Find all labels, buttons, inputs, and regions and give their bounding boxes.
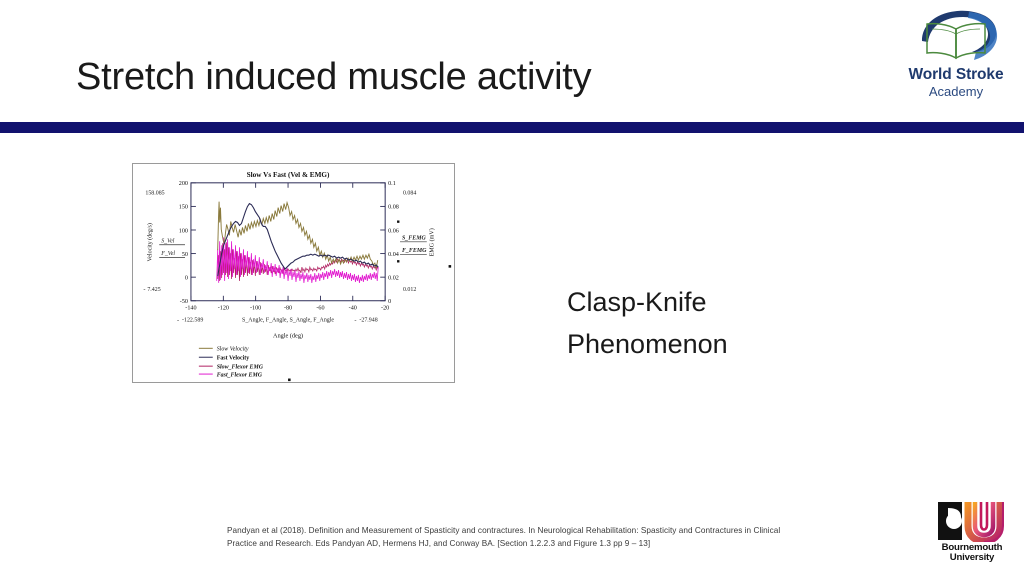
svg-text:-20: -20 [381, 306, 389, 312]
body-text-line1: Clasp-Knife [567, 287, 707, 317]
wsa-book-swoosh-icon [922, 10, 998, 60]
bu-monogram-icon [938, 502, 1004, 542]
svg-text:-: - [354, 317, 356, 324]
left-cursor-readouts: 158.085 7.425 S_Vel F_Vel - [143, 191, 185, 293]
svg-text:0.02: 0.02 [388, 275, 399, 281]
page-title: Stretch induced muscle activity [76, 56, 592, 98]
y-axis-left-label: Velocity (deg/s) [146, 223, 153, 261]
series-slow-flexor-emg [217, 242, 379, 281]
plot-area [216, 200, 379, 283]
cursor-label-s-vel: S_Vel [161, 238, 175, 244]
svg-text:-60: -60 [316, 306, 324, 312]
svg-text:50: 50 [182, 252, 188, 258]
svg-text:0: 0 [388, 299, 391, 305]
y-axis-left-ticklabels: 200 150 100 50 0 -50 [179, 181, 188, 305]
chart-title: Slow Vs Fast (Vel & EMG) [247, 171, 330, 179]
series-fast-velocity [217, 202, 379, 277]
legend-item-slow-flexor-emg: Slow_Flexor EMG [217, 364, 264, 370]
svg-text:0.04: 0.04 [388, 252, 399, 258]
cursor-right-top: 0.084 [403, 191, 416, 197]
x-axis-label: Angle (deg) [273, 332, 303, 339]
legend-item-fast-flexor-emg: Fast_Flexor EMG [217, 372, 263, 378]
figure-handle [448, 265, 452, 268]
chart-figure: Slow Vs Fast (Vel & EMG) 200 150 100 50 … [132, 163, 455, 383]
svg-text:-80: -80 [284, 306, 292, 312]
chart-legend: Slow Velocity Fast Velocity Slow_Flexor … [198, 347, 264, 378]
svg-text:200: 200 [179, 181, 188, 187]
series-fast-flexor-emg [216, 237, 379, 283]
divider [0, 122, 1024, 133]
bournemouth-university-logo: Bournemouth University [930, 500, 1014, 566]
svg-text:-50: -50 [180, 299, 188, 305]
x-axis-ticklabels: -140 -120 -100 -80 -60 -40 -20 [185, 306, 389, 312]
cursor-right-bottom: 0.012 [403, 287, 416, 293]
body-text-line2: Phenomenon [567, 329, 728, 359]
x-axis-series-label: S_Angle, F_Angle, S_Angle, F_Angle [242, 318, 334, 324]
body-text: Clasp-Knife Phenomenon [567, 281, 897, 365]
svg-text:0.08: 0.08 [388, 205, 399, 211]
cursor-label-s-femg: S_FEMG [402, 235, 426, 241]
bu-logo-line1: Bournemouth [941, 542, 1003, 553]
slow-vs-fast-chart: Slow Vs Fast (Vel & EMG) 200 150 100 50 … [143, 171, 452, 382]
x-axis [190, 182, 386, 301]
legend-item-fast-velocity: Fast Velocity [217, 356, 250, 362]
cursor-left-bottom: 7.425 [147, 287, 160, 293]
world-stroke-academy-logo: World Stroke Academy [898, 8, 1014, 108]
svg-text:100: 100 [179, 228, 188, 234]
svg-text:-40: -40 [349, 306, 357, 312]
cursor-left-top: 158.085 [145, 191, 164, 197]
cursor-x-left: -122.589 [182, 318, 203, 324]
svg-text:0.1: 0.1 [388, 181, 396, 187]
figure-handle [288, 378, 291, 382]
svg-text:0.06: 0.06 [388, 228, 399, 234]
bu-logo-line2: University [949, 552, 995, 563]
svg-text:-140: -140 [185, 306, 196, 312]
citation-text: Pandyan et al (2018). Definition and Mea… [227, 526, 781, 549]
svg-text:-: - [143, 286, 145, 293]
cursor-label-f-femg: F_FEMG [402, 248, 427, 254]
cursor-x-right: -27.948 [359, 318, 377, 324]
svg-text:-: - [177, 317, 179, 324]
svg-text:-120: -120 [218, 306, 229, 312]
y-axis-right [380, 182, 386, 302]
svg-text:0: 0 [185, 275, 188, 281]
svg-text:-100: -100 [250, 306, 261, 312]
cursor-label-f-vel: F_Vel [160, 251, 175, 257]
wsa-logo-line2: Academy [928, 84, 984, 99]
y-axis-right-ticklabels: 0.1 0.08 0.06 0.04 0.02 0 [388, 181, 399, 305]
right-cursor-readouts: 0.084 0.012 S_FEMG F_FEMG [397, 191, 427, 293]
svg-text:150: 150 [179, 205, 188, 211]
y-axis-right-label: EMG (mV) [429, 228, 436, 256]
y-axis-left [190, 182, 196, 302]
wsa-logo-line1: World Stroke [908, 66, 1004, 83]
legend-item-slow-velocity: Slow Velocity [217, 347, 249, 353]
